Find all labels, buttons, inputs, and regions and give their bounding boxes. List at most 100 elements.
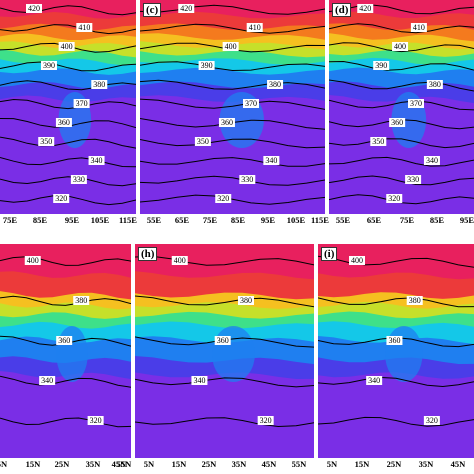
contour-label: 360 [221, 118, 233, 127]
contour-line [329, 4, 474, 15]
contour-line [140, 138, 325, 149]
contour-line [329, 42, 474, 53]
x-tick-label: 105E [286, 215, 306, 225]
field-panel-c: 420 410 400 390 380 370 360 350 340 330 320 [140, 0, 325, 214]
contour-line [0, 157, 136, 168]
contour-label-bg [214, 336, 231, 345]
contour-label-bg [198, 61, 215, 70]
contour-label-bg [171, 256, 188, 265]
bottom-row-x-ticks: 5N15N25N35N45N55N5N15N25N35N45N55N5N15N2… [0, 458, 474, 472]
contour-label: 320 [90, 416, 102, 425]
panel-label: (i) [321, 247, 338, 261]
contour-label: 380 [240, 296, 252, 305]
contour-line [0, 61, 136, 72]
color-band [318, 372, 474, 458]
x-tick-label: 45N [450, 459, 466, 469]
contour-label: 390 [375, 61, 387, 70]
contour-line [0, 24, 136, 35]
contour-label: 400 [174, 256, 186, 265]
contour-label: 400 [27, 256, 39, 265]
contour-label-bg [38, 137, 55, 146]
contour-label-bg [70, 175, 87, 184]
x-tick-label: 15N [25, 459, 41, 469]
contour-label-bg [373, 61, 390, 70]
contour-label-bg [73, 99, 90, 108]
x-tick-label: 75E [399, 215, 415, 225]
contour-label: 390 [43, 61, 55, 70]
x-tick-label: 5N [0, 459, 8, 469]
contour-label: 380 [75, 296, 87, 305]
x-tick-label: 115E [311, 215, 329, 225]
x-tick-label: 35N [418, 459, 434, 469]
contour-line [0, 295, 131, 306]
field-panel-d: 420 410 400 390 380 370 360 350 340 330 320 [329, 0, 474, 214]
x-tick-label: 45N [261, 459, 277, 469]
color-band [329, 95, 474, 214]
contour-label: 420 [28, 4, 40, 13]
contour-label-bg [58, 42, 75, 51]
contour-label-bg [26, 4, 42, 13]
contour-label: 400 [351, 256, 363, 265]
contour-line [140, 157, 325, 167]
top-row-x-ticks: 75E 85E 95E 105E 115E 55E 65E 75E 85E 95E 105E 115E… [0, 214, 474, 228]
contour-line [0, 80, 136, 91]
contour-label-bg [370, 137, 387, 146]
field-panel-top-1: 420 410 400 390 380 370 360 350 340 330 320 [0, 0, 136, 214]
contour-line [140, 4, 325, 15]
contour-label-bg [55, 118, 72, 127]
contour-label: 340 [426, 156, 438, 165]
panel-label: (c) [143, 3, 162, 17]
contour-label: 410 [249, 23, 261, 32]
contour-label: 380 [429, 80, 441, 89]
contour-label-bg [423, 416, 440, 425]
color-band [0, 371, 131, 458]
contour-line [329, 99, 474, 111]
contour-label: 340 [91, 156, 103, 165]
contour-label-bg [408, 99, 424, 108]
contour-label: 360 [58, 118, 70, 127]
panel-label: (h) [138, 247, 158, 261]
contour-line [329, 79, 474, 92]
contour-label: 370 [76, 99, 88, 108]
x-tick-label: 25N [54, 459, 70, 469]
contour-line [329, 23, 474, 34]
contour-label-bg [243, 99, 259, 108]
panel-h: 400 380 360 340 320 (h) [135, 244, 314, 458]
contour-line [140, 61, 325, 72]
contour-label-bg [222, 42, 239, 51]
contour-label: 320 [55, 194, 67, 203]
x-tick-label: 65E [366, 215, 382, 225]
contour-label-bg [386, 336, 403, 345]
contour-label-bg [56, 336, 73, 345]
panel-c: 420 410 400 390 380 370 360 350 340 330 320 (c) [140, 0, 325, 214]
contour-label-bg [191, 376, 208, 385]
contour-line [140, 98, 325, 110]
x-tick-label: 85E [429, 215, 445, 225]
x-tick-label: 5N [326, 459, 338, 469]
x-tick-label: 95E [64, 215, 80, 225]
blue-plume [56, 326, 88, 382]
x-tick-label: 15N [171, 459, 187, 469]
contour-line [318, 416, 474, 427]
x-tick-label: 5N [143, 459, 155, 469]
contour-label: 340 [368, 376, 380, 385]
contour-label-bg [389, 118, 406, 127]
contour-label-bg [194, 137, 211, 146]
contour-label-bg [366, 376, 383, 385]
x-tick-label: 95E [459, 215, 474, 225]
x-tick-label: 55E [146, 215, 162, 225]
x-tick-label: 75E [202, 215, 218, 225]
color-band [0, 95, 136, 214]
contour-label: 360 [388, 336, 400, 345]
contour-label: 350 [372, 137, 384, 146]
contour-label-bg [53, 194, 70, 203]
contour-label: 340 [41, 376, 53, 385]
contour-line [140, 175, 325, 186]
contour-label: 360 [391, 118, 403, 127]
contour-label-bg [263, 156, 280, 165]
panel-top-1: 420 410 400 390 380 370 360 350 340 330 320 [0, 0, 136, 214]
contour-label-bg [410, 23, 427, 32]
contour-label-bg [88, 156, 105, 165]
x-tick-label: 35N [85, 459, 101, 469]
contour-label-bg [239, 175, 256, 184]
